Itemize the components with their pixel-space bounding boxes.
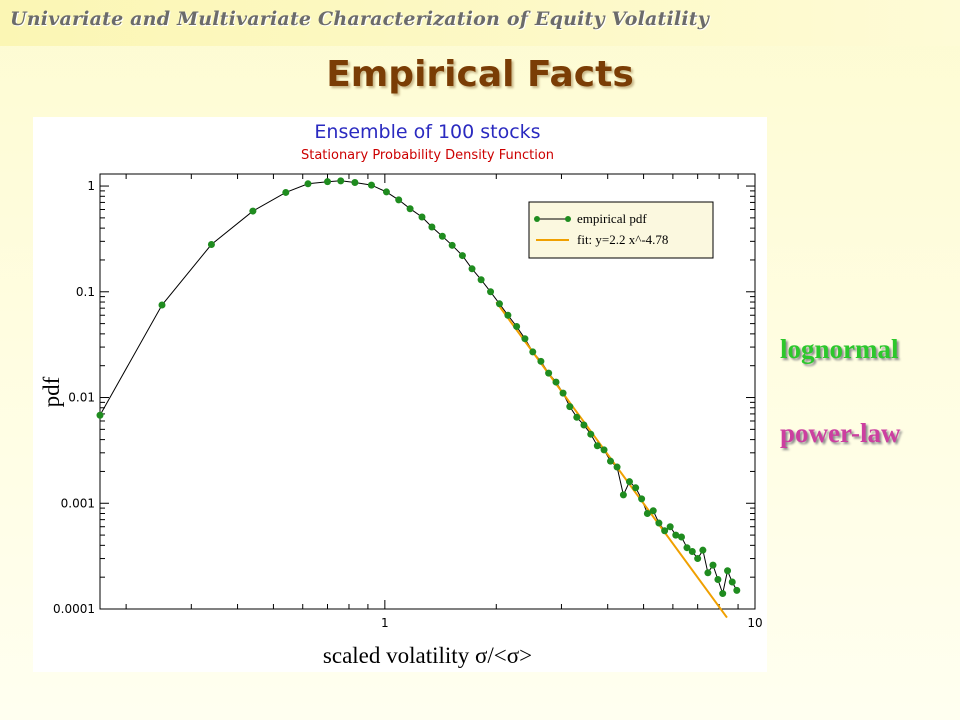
empirical-pdf-point [613, 463, 621, 471]
empirical-pdf-point [468, 265, 476, 273]
empirical-pdf-point [96, 411, 104, 419]
plot-frame [99, 173, 756, 610]
empirical-pdf-point [714, 576, 722, 584]
empirical-pdf-point [282, 188, 290, 196]
y-tick-label: 0.001 [61, 496, 95, 510]
empirical-pdf-point [367, 181, 375, 189]
empirical-pdf-point [677, 533, 685, 541]
empirical-pdf-point [566, 403, 574, 411]
y-tick-label: 0.01 [68, 391, 95, 405]
empirical-pdf-point [249, 207, 257, 215]
empirical-pdf-point [600, 446, 608, 454]
empirical-pdf-point [158, 301, 166, 309]
x-tick-label: 1 [381, 616, 389, 630]
empirical-pdf-point [709, 561, 717, 569]
empirical-pdf-point [418, 213, 426, 221]
empirical-pdf-point [625, 478, 633, 486]
chart-figure: Ensemble of 100 stocks Stationary Probabi… [33, 117, 767, 672]
empirical-pdf-point [504, 311, 512, 319]
y-tick-label: 0.0001 [53, 602, 95, 616]
empirical-pdf-point [688, 547, 696, 555]
pdf-chart: Ensemble of 100 stocks Stationary Probabi… [39, 121, 763, 668]
empirical-pdf-point [406, 205, 414, 213]
chart-subtitle: Stationary Probability Density Function [301, 148, 554, 163]
x-tick-label: 10 [747, 616, 762, 630]
legend-box [528, 201, 714, 259]
empirical-pdf-point [724, 567, 732, 575]
legend-fit-label: fit: y=2.2 x^-4.78 [577, 232, 668, 247]
empirical-pdf-point [438, 232, 446, 240]
slide-header-bar: Univariate and Multivariate Characteriza… [0, 0, 960, 46]
empirical-pdf-point [672, 531, 680, 539]
empirical-pdf-point [513, 322, 521, 330]
empirical-pdf-point [395, 196, 403, 204]
empirical-pdf-point [487, 288, 495, 296]
empirical-pdf-point [559, 389, 567, 397]
power-law-label: power-law [780, 418, 901, 448]
empirical-pdf-point [545, 369, 553, 377]
legend-empirical-marker [534, 216, 540, 222]
empirical-pdf-point [649, 507, 657, 515]
empirical-pdf-point [580, 421, 588, 429]
empirical-pdf-point [719, 590, 727, 598]
empirical-pdf-point [304, 180, 312, 188]
empirical-pdf-point [661, 527, 669, 535]
empirical-pdf-point [448, 241, 456, 249]
empirical-pdf-point [521, 335, 529, 343]
empirical-pdf-point [638, 495, 646, 503]
empirical-pdf-point [728, 578, 736, 586]
lognormal-label: lognormal [780, 334, 899, 364]
empirical-pdf-point [666, 523, 674, 531]
y-tick-label: 1 [87, 179, 95, 193]
empirical-pdf-point [495, 300, 503, 308]
empirical-pdf-point [477, 276, 485, 284]
empirical-pdf-point [704, 569, 712, 577]
empirical-pdf-point [643, 510, 651, 518]
empirical-pdf-point [699, 546, 707, 554]
empirical-pdf-point [382, 188, 390, 196]
empirical-pdf-point [694, 555, 702, 563]
empirical-pdf-point [619, 491, 627, 499]
empirical-pdf-point [337, 177, 345, 185]
empirical-pdf-point [733, 586, 741, 594]
empirical-pdf-point [683, 544, 691, 552]
empirical-pdf-point [552, 378, 560, 386]
legend-empirical-marker [565, 216, 571, 222]
empirical-pdf-point [573, 413, 581, 421]
presentation-subtitle: Univariate and Multivariate Characteriza… [10, 8, 709, 30]
empirical-pdf-point [529, 348, 537, 356]
y-axis-label: pdf [39, 376, 64, 407]
empirical-pdf-point [593, 442, 601, 450]
empirical-pdf-point [428, 223, 436, 231]
chart-title: Ensemble of 100 stocks [314, 121, 540, 143]
empirical-pdf-point [458, 252, 466, 260]
empirical-pdf-point [655, 519, 663, 527]
empirical-pdf-point [587, 430, 595, 438]
y-tick-label: 0.1 [76, 285, 95, 299]
x-axis-label: scaled volatility σ/<σ> [323, 643, 532, 668]
empirical-pdf-point [632, 484, 640, 492]
legend-empirical-label: empirical pdf [577, 211, 647, 226]
empirical-pdf-point [207, 241, 215, 249]
slide-title: Empirical Facts [326, 54, 634, 95]
empirical-pdf-point [537, 357, 545, 365]
empirical-pdf-point [606, 457, 614, 465]
empirical-pdf-point [324, 178, 332, 186]
empirical-pdf-point [351, 179, 359, 187]
